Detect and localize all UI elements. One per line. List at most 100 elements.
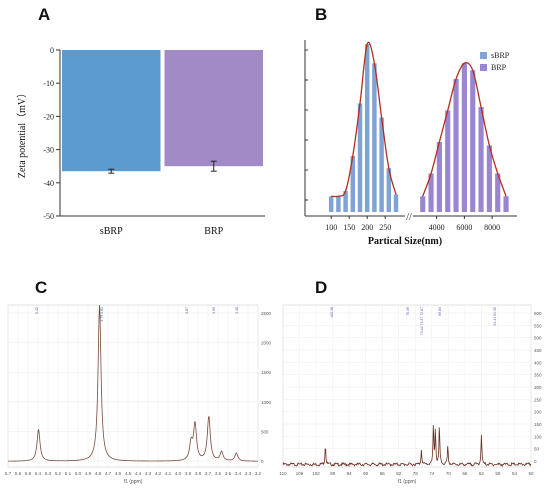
- x-tick-label: 4000: [429, 223, 445, 232]
- fit-curve-brp: [422, 62, 507, 197]
- y-tick-label: -20: [43, 112, 54, 121]
- x-tick-label: 4.5: [125, 471, 132, 476]
- x-tick-label: 5.6: [15, 471, 22, 476]
- bar-brp: [164, 50, 263, 167]
- x-tick-label: 100: [325, 223, 337, 232]
- x-tick-label: 106: [296, 471, 304, 476]
- x-tick-label: 3.3: [245, 471, 252, 476]
- y-tick-label: 200: [534, 410, 542, 415]
- y-tick-label: 0: [534, 459, 537, 464]
- x-tick-label: 4.3: [145, 471, 152, 476]
- bar-brp: [461, 63, 467, 212]
- y-axis-label: Zeta potential（mV）: [16, 88, 28, 178]
- x-axis-label: f1 (ppm): [398, 479, 417, 485]
- y-tick-label: -50: [43, 212, 54, 221]
- x-tick-label: 3.7: [205, 471, 212, 476]
- peak-label: 69.84: [438, 307, 442, 316]
- x-tick-label: 3.8: [195, 471, 202, 476]
- x-tick-label: 5.4: [35, 471, 42, 476]
- x-tick-label: BRP: [204, 226, 223, 237]
- fit-curve-sbrp: [331, 41, 397, 198]
- x-tick-label: 86: [380, 471, 386, 476]
- particle-size-chart: // 100 150 200 250 4000 6000 8000 Partical Size(…: [304, 40, 517, 247]
- x-tick-label: 5.3: [45, 471, 52, 476]
- y-tick-label: 500: [534, 336, 542, 341]
- y-tick-label: -30: [43, 146, 54, 155]
- bar-sbrp: [372, 63, 377, 212]
- x-tick-label: 4.4: [135, 471, 142, 476]
- bar-brp: [478, 107, 484, 212]
- peak-label: 76.39: [406, 307, 410, 316]
- bar-brp: [453, 79, 459, 212]
- bar-sbrp: [343, 191, 348, 212]
- x-axis-label: Partical Size(nm): [368, 236, 442, 247]
- y-tick-label: 50: [534, 447, 540, 452]
- x-axis-label: f1 (ppm): [124, 479, 143, 485]
- plot-frame: [7, 304, 259, 468]
- x-tick-label: 5.1: [65, 471, 72, 476]
- y-tick-label: 500: [261, 429, 269, 434]
- bar-sbrp: [350, 156, 356, 212]
- spectrum-line: [8, 304, 258, 462]
- x-tick-label: 58: [495, 471, 501, 476]
- x-tick-label: 74: [429, 471, 435, 476]
- x-tick-label: 70: [446, 471, 452, 476]
- y-tick-label: 1500: [261, 370, 272, 375]
- x-tick-label: 66: [462, 471, 468, 476]
- x-tick-label: 5.7: [5, 471, 12, 476]
- peak-label: 3.87: [185, 307, 189, 314]
- x-tick-label: 54: [512, 471, 518, 476]
- x-tick-label: 90: [363, 471, 369, 476]
- y-tick-label: 600: [534, 311, 542, 316]
- x-tick-label: 62: [479, 471, 485, 476]
- y-tick-label: 1000: [261, 400, 272, 405]
- x-tick-label: 98: [330, 471, 336, 476]
- bar-sbrp: [364, 44, 370, 212]
- bar-sbrp: [357, 103, 363, 212]
- panel-label-b: B: [315, 5, 328, 24]
- bar-brp: [436, 142, 442, 212]
- x-tick-label: 3.2: [255, 471, 262, 476]
- bar-sbrp: [328, 196, 334, 212]
- plot-frame: [282, 304, 532, 468]
- y-tick-label: 0: [50, 46, 54, 55]
- x-tick-label: 4.8: [95, 471, 102, 476]
- x-tick-label: 4.2: [155, 471, 162, 476]
- y-tick-label: -10: [43, 79, 54, 88]
- x-tick-label: 3.9: [185, 471, 192, 476]
- peak-label: 5.42: [35, 307, 39, 314]
- spectrum-line: [282, 425, 532, 468]
- bar-brp: [420, 196, 426, 212]
- x-tick-label: 82: [396, 471, 402, 476]
- x-tick-label: 3.4: [235, 471, 242, 476]
- x-tick-label: sBRP: [100, 226, 123, 237]
- x-tick-label: 200: [361, 223, 373, 232]
- x-tick-label: 5.0: [75, 471, 82, 476]
- bar-brp: [428, 173, 434, 212]
- c-nmr-spectrum: 110 106 102 98 94 90 86 82 78 74 70 66 62 58 54 5005010…: [279, 304, 542, 485]
- x-tick-label: 4.7: [105, 471, 112, 476]
- x-tick-label: 5.2: [55, 471, 62, 476]
- x-tick-label: 78: [413, 471, 419, 476]
- peak-label: 73.44 73.37 72.87: [420, 307, 424, 335]
- panel-label-c: C: [35, 278, 48, 297]
- x-tick-label: 102: [312, 471, 320, 476]
- bar-brp: [445, 110, 451, 212]
- peak-label: 3.40: [235, 307, 239, 314]
- peak-label: 100.38: [330, 307, 334, 318]
- legend-swatch: [480, 52, 487, 59]
- y-tick-label: 2500: [261, 311, 272, 316]
- legend-entry: sBRP: [491, 51, 510, 60]
- peak-label: 61.41 61.35: [493, 307, 497, 326]
- panel-label-d: D: [315, 278, 328, 297]
- x-tick-label: 94: [347, 471, 353, 476]
- legend-swatch: [480, 64, 487, 71]
- y-tick-label: 350: [534, 373, 542, 378]
- bar-sbrp: [62, 50, 161, 172]
- y-tick-label: 2000: [261, 341, 272, 346]
- bar-sbrp: [379, 117, 384, 212]
- y-tick-label: 450: [534, 348, 542, 353]
- bar-brp: [470, 70, 476, 212]
- panel-label-a: A: [38, 5, 51, 24]
- x-tick-label: 8000: [484, 223, 500, 232]
